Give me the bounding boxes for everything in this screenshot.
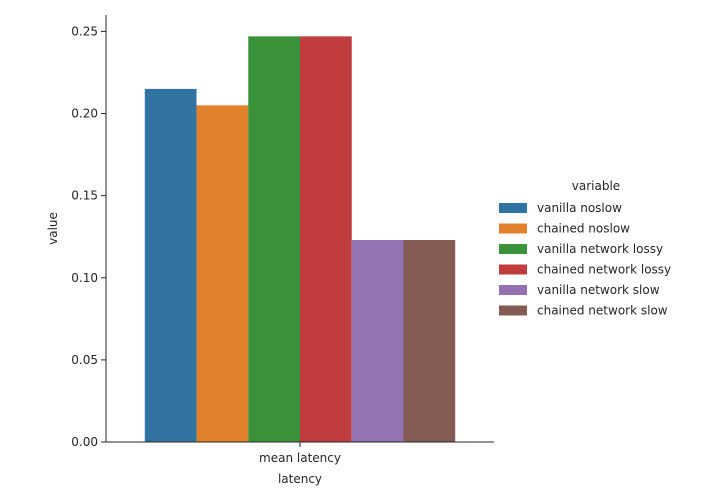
y-axis-label: value: [46, 212, 60, 245]
y-ticks: 0.00 0.05 0.10 0.15 0.20 0.25: [71, 24, 106, 449]
legend-swatch: [499, 223, 527, 234]
plot-area: [144, 36, 456, 443]
legend-label: vanilla noslow: [537, 201, 622, 215]
legend-label: vanilla network slow: [537, 283, 660, 297]
bar-chained-network-lossy: [300, 36, 352, 442]
legend-label: chained network lossy: [537, 263, 671, 277]
legend-label: chained network slow: [537, 304, 668, 318]
y-tick-label: 0.15: [71, 189, 98, 203]
legend-swatch: [499, 203, 527, 213]
y-tick-label: 0.25: [71, 24, 98, 38]
x-ticks: mean latency: [259, 442, 341, 465]
legend: variable vanilla noslow chained noslow van…: [499, 179, 671, 318]
x-axis-label: latency: [278, 472, 322, 486]
bar-vanilla-network-slow: [351, 239, 404, 442]
bar-chained-noslow: [196, 105, 249, 443]
y-tick-label: 0.00: [71, 435, 98, 449]
legend-label: vanilla network lossy: [537, 242, 663, 256]
bar-vanilla-noslow: [144, 88, 197, 443]
y-tick-label: 0.10: [71, 271, 98, 285]
x-tick-label: mean latency: [259, 451, 341, 465]
legend-title: variable: [572, 179, 620, 193]
legend-swatch: [499, 285, 527, 295]
legend-label: chained noslow: [537, 222, 630, 236]
legend-swatch: [499, 305, 527, 316]
y-tick-label: 0.20: [71, 107, 98, 121]
y-tick-label: 0.05: [71, 353, 98, 367]
legend-swatch: [499, 264, 527, 275]
legend-swatch: [499, 244, 527, 254]
bar-chained-network-slow: [403, 239, 456, 442]
bar-vanilla-network-lossy: [248, 36, 300, 442]
